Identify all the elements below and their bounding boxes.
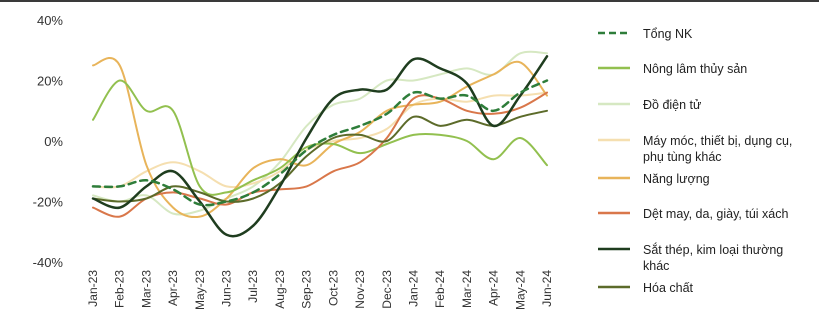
x-tick-label: Feb-23 bbox=[113, 270, 127, 308]
legend-swatch bbox=[597, 171, 631, 183]
x-tick-label: Jul-23 bbox=[246, 270, 260, 303]
legend-label: Năng lượng bbox=[643, 172, 710, 186]
series-lines bbox=[91, 50, 549, 238]
x-tick-label: May-23 bbox=[193, 270, 207, 310]
x-axis-tick-labels: Jan-23 Feb-23 Mar-23 Apr-23 May-23 Jun-23 Jul-… bbox=[86, 270, 554, 310]
y-tick-label: -40% bbox=[33, 255, 64, 270]
legend-label: Sắt thép, kim loại thường khác bbox=[643, 243, 784, 273]
legend-swatch bbox=[597, 61, 631, 73]
x-tick-label: Feb-24 bbox=[433, 270, 447, 308]
legend-label: Dệt may, da, giày, túi xách bbox=[643, 207, 789, 221]
x-tick-label: Mar-23 bbox=[139, 270, 153, 308]
y-tick-label: 0% bbox=[44, 134, 63, 149]
legend-label: Máy móc, thiết bị, dụng cụ, phụ tùng khá… bbox=[643, 134, 793, 164]
series-line-5 bbox=[92, 91, 548, 218]
x-tick-label: Jun-23 bbox=[220, 270, 234, 307]
series-line-2 bbox=[92, 50, 548, 216]
x-tick-label: Nov-23 bbox=[353, 270, 367, 309]
legend-item: Tổng NK bbox=[597, 26, 692, 42]
legend-swatch bbox=[597, 97, 631, 109]
y-tick-label: 20% bbox=[37, 74, 63, 89]
legend-item: Năng lượng bbox=[597, 171, 710, 187]
x-tick-label: Jun-24 bbox=[540, 270, 554, 307]
legend-swatch bbox=[597, 280, 631, 292]
x-tick-label: Mar-24 bbox=[460, 270, 474, 308]
series-line-6 bbox=[91, 55, 549, 238]
top-border-line bbox=[0, 0, 819, 2]
x-tick-label: Dec-23 bbox=[380, 270, 394, 309]
legend-label: Tổng NK bbox=[643, 27, 693, 41]
series-line-4 bbox=[92, 57, 548, 219]
legend-item: Dệt may, da, giày, túi xách bbox=[597, 206, 788, 222]
series-line-0 bbox=[91, 79, 549, 207]
x-tick-label: Jan-24 bbox=[406, 270, 420, 307]
legend-swatch bbox=[597, 133, 631, 145]
x-tick-label: Sep-23 bbox=[300, 270, 314, 309]
legend-swatch bbox=[597, 242, 631, 254]
x-tick-label: Jan-23 bbox=[86, 270, 100, 307]
legend-item: Máy móc, thiết bị, dụng cụ, phụ tùng khá… bbox=[597, 133, 812, 165]
legend-item: Hóa chất bbox=[597, 280, 693, 296]
legend-label: Đồ điện tử bbox=[643, 98, 702, 112]
legend-item: Nông lâm thủy sản bbox=[597, 61, 747, 77]
series-line-1 bbox=[92, 79, 548, 196]
x-tick-label: May-24 bbox=[513, 270, 527, 310]
legend-label: Nông lâm thủy sản bbox=[643, 62, 748, 76]
legend-item: Đồ điện tử bbox=[597, 97, 701, 113]
y-axis-tick-labels: 40% 20% 0% -20% -40% bbox=[33, 13, 64, 270]
y-tick-label: 40% bbox=[37, 13, 63, 28]
legend-item: Sắt thép, kim loại thường khác bbox=[597, 242, 812, 274]
x-tick-label: Aug-23 bbox=[273, 270, 287, 309]
y-tick-label: -20% bbox=[33, 195, 64, 210]
legend-swatch bbox=[597, 26, 631, 38]
x-tick-label: Apr-23 bbox=[166, 270, 180, 306]
legend-swatch bbox=[597, 206, 631, 218]
series-line-7 bbox=[92, 109, 548, 203]
x-tick-label: Oct-23 bbox=[326, 270, 340, 306]
legend-label: Hóa chất bbox=[643, 281, 694, 295]
x-tick-label: Apr-24 bbox=[487, 270, 501, 306]
